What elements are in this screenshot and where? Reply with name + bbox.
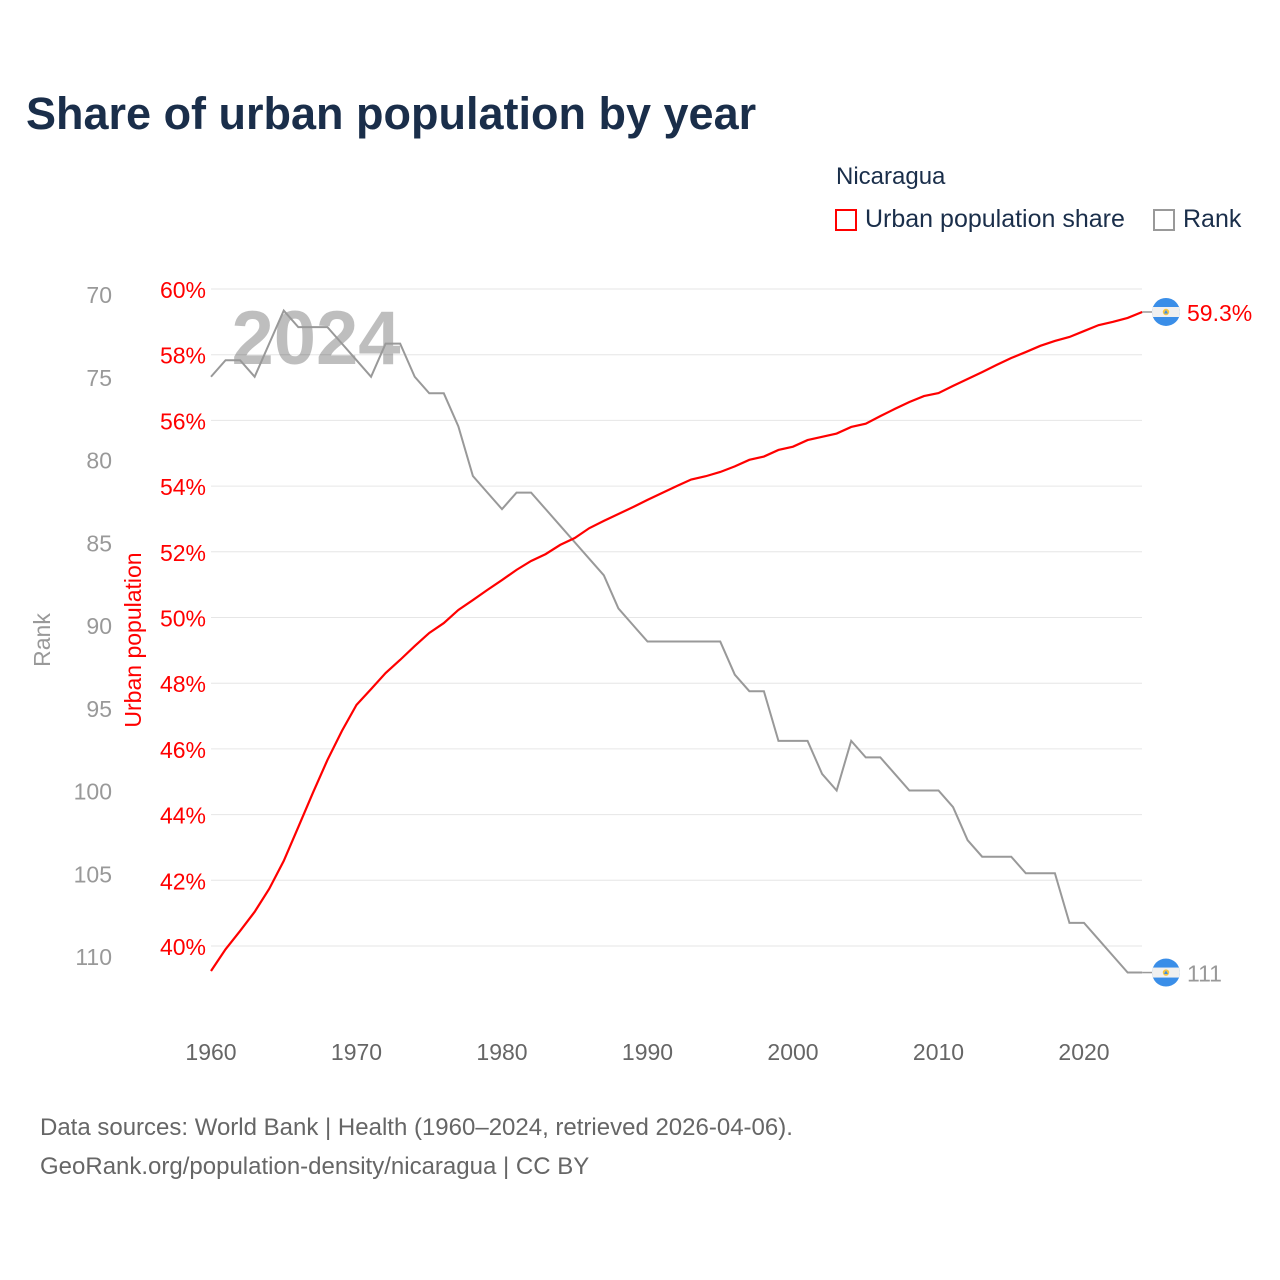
end-label-rank: 111 (1187, 961, 1222, 987)
end-label-urban: 59.3% (1187, 300, 1252, 326)
y-tick-rank: 70 (86, 282, 112, 308)
x-tick: 2020 (1058, 1039, 1109, 1065)
x-tick: 1970 (331, 1039, 382, 1065)
legend-label-urban: Urban population share (865, 205, 1125, 233)
y-tick-rank: 100 (74, 779, 112, 805)
legend-item-rank[interactable]: Rank (1153, 205, 1241, 234)
x-tick: 1960 (185, 1039, 236, 1065)
x-tick: 2010 (913, 1039, 964, 1065)
y-tick-pct: 44% (160, 803, 206, 829)
y-axis-label-rank: Rank (29, 613, 55, 667)
nicaragua-flag-icon (1152, 297, 1180, 326)
y-tick-pct: 54% (160, 474, 206, 500)
y-tick-rank: 85 (86, 530, 112, 556)
x-tick: 1980 (476, 1039, 527, 1065)
y-tick-rank: 105 (74, 861, 112, 887)
legend-swatch-urban (835, 208, 857, 231)
y-tick-rank: 110 (75, 944, 112, 970)
x-tick: 2000 (767, 1039, 818, 1065)
x-tick: 1990 (622, 1039, 673, 1065)
y-tick-rank: 90 (86, 613, 112, 639)
y-tick-pct: 40% (160, 934, 206, 960)
legend-swatch-rank (1153, 208, 1175, 231)
y-axis-label-pct: Urban population (120, 552, 146, 727)
chart-title: Share of urban population by year (26, 88, 757, 139)
y-tick-rank: 75 (86, 365, 112, 391)
source-note: Data sources: World Bank | Health (1960–… (40, 1108, 793, 1186)
legend-label-rank: Rank (1183, 205, 1242, 233)
y-tick-pct: 60% (160, 277, 206, 303)
y-tick-pct: 50% (160, 606, 206, 632)
y-tick-rank: 80 (86, 448, 112, 474)
legend-item-urban[interactable]: Urban population share (835, 205, 1125, 234)
y-tick-pct: 58% (160, 343, 206, 369)
y-tick-pct: 42% (160, 868, 206, 894)
nicaragua-flag-icon (1152, 958, 1180, 987)
y-tick-pct: 52% (160, 540, 206, 566)
legend-title: Nicaragua (836, 163, 946, 190)
y-tick-pct: 48% (160, 671, 206, 697)
y-tick-rank: 95 (86, 696, 112, 722)
source-line-2[interactable]: GeoRank.org/population-density/nicaragua… (40, 1153, 590, 1180)
y-tick-pct: 56% (160, 408, 206, 434)
source-line-1: Data sources: World Bank | Health (1960–… (40, 1114, 793, 1141)
y-tick-pct: 46% (160, 737, 206, 763)
